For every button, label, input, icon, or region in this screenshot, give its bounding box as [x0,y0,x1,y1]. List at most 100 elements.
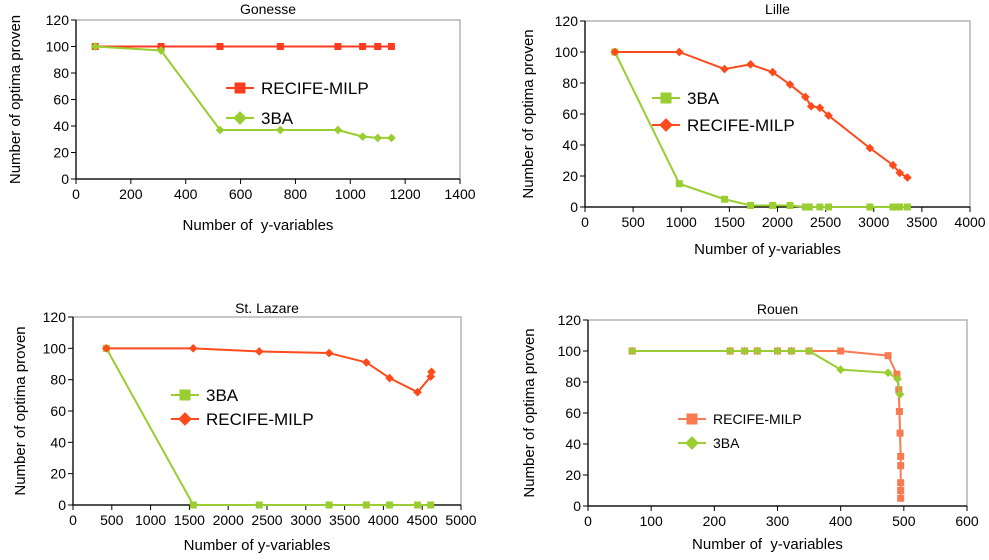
legend-label: RECIFE-MILP [261,79,369,98]
y-axis-label: Number of optima proven [7,15,24,184]
series-line [632,350,902,395]
x-tick-label: 4500 [407,512,438,528]
y-tick-label: 80 [565,374,581,390]
x-tick-label: 800 [284,186,308,202]
series-line [105,347,431,506]
chart-title: Rouen [757,301,798,317]
data-point [769,201,777,209]
x-tick-label: 4000 [954,214,985,230]
chart-rouen: 0 20 40 60 80 100 120 0 100 200 300 400 500 600 Rouen N… [494,277,989,555]
y-tick-label: 100 [555,44,579,60]
data-point [276,125,285,135]
data-point [865,143,875,153]
data-point [276,43,284,50]
x-tick-label: 400 [174,186,198,202]
data-point [816,203,824,211]
data-point [836,365,846,374]
y-axis-label: Number of optima proven [521,328,538,497]
legend-label: RECIFE-MILP [687,116,795,135]
x-tick-label: 3500 [906,214,937,230]
x-tick-label: 1500 [714,214,745,230]
data-point [801,92,810,102]
y-tick-label: 60 [565,405,581,421]
x-tick-label: 400 [829,513,853,529]
x-tick-label: 500 [100,512,124,528]
x-tick-label: 1000 [135,512,166,528]
data-point [815,103,825,113]
data-point [156,46,166,55]
y-tick-label: 0 [61,171,69,187]
data-point [806,101,816,111]
x-tick-label: 0 [584,513,592,529]
data-point [721,195,729,203]
x-axis-label: Number of y-variables [183,217,334,234]
y-tick-label: 60 [50,403,66,419]
legend-marker [179,389,191,401]
legend-marker [685,436,699,450]
legend-label: RECIFE-MILP [713,411,802,427]
data-point [413,387,422,397]
data-point [725,346,735,356]
data-point [358,132,367,141]
data-point [903,173,912,182]
x-tick-label: 5000 [445,512,476,528]
y-tick-label: 40 [565,436,581,452]
legend-label: RECIFE-MILP [206,410,314,429]
y-tick-label: 20 [565,467,581,483]
data-point [837,347,845,355]
data-point [255,501,263,509]
y-tick-label: 80 [562,75,578,91]
data-point [897,479,905,487]
data-point [747,201,755,209]
x-axis-label: Number of y-variables [692,536,843,553]
x-tick-label: 4000 [368,512,399,528]
data-point [427,367,436,377]
series-line [614,51,908,179]
data-point [752,346,762,356]
data-point [897,494,905,502]
chart-st-lazare-svg: 0 20 40 60 80 100 120 0 500 1000 1500 2000 2500 3000 3… [12,300,477,554]
legend-marker [234,82,246,94]
data-point [801,203,809,211]
legend-label: 3BA [261,109,294,128]
data-point [884,352,892,360]
x-tick-label: 1000 [666,214,697,230]
legend-marker [178,412,192,426]
plot-frame [584,20,971,208]
data-point [387,133,396,143]
data-point [903,203,911,211]
x-tick-label: 1200 [390,186,421,202]
y-tick-label: 0 [58,497,66,513]
chart-title: St. Lazare [235,300,299,316]
data-point [897,462,905,470]
data-point [786,201,794,209]
y-tick-label: 80 [50,372,66,388]
x-tick-label: 3500 [329,512,360,528]
x-tick-label: 0 [72,186,80,202]
chart-title: Gonesse [240,1,296,17]
y-tick-label: 0 [573,498,581,514]
x-tick-label: 1400 [444,186,475,202]
data-point [216,43,224,50]
data-point [805,203,813,211]
data-point [188,343,198,353]
data-point [897,487,905,494]
y-axis-label: Number of optima proven [520,29,537,198]
x-tick-label: 2500 [251,512,282,528]
data-point [333,125,343,135]
legend-label: 3BA [713,435,740,451]
chart-st-lazare: 0 20 40 60 80 100 120 0 500 1000 1500 2000 2500 3000 3… [0,277,494,555]
data-point [804,346,814,356]
data-point [414,501,422,509]
data-point [373,133,383,143]
y-tick-label: 100 [46,39,70,55]
data-point [889,203,897,211]
data-point [374,43,382,50]
data-point [675,180,683,188]
y-tick-label: 40 [53,118,69,134]
data-point [426,372,436,381]
chart-rouen-svg: 0 20 40 60 80 100 120 0 100 200 300 400 500 600 Rouen N… [521,301,979,553]
data-point [825,203,833,211]
x-tick-label: 500 [892,513,916,529]
